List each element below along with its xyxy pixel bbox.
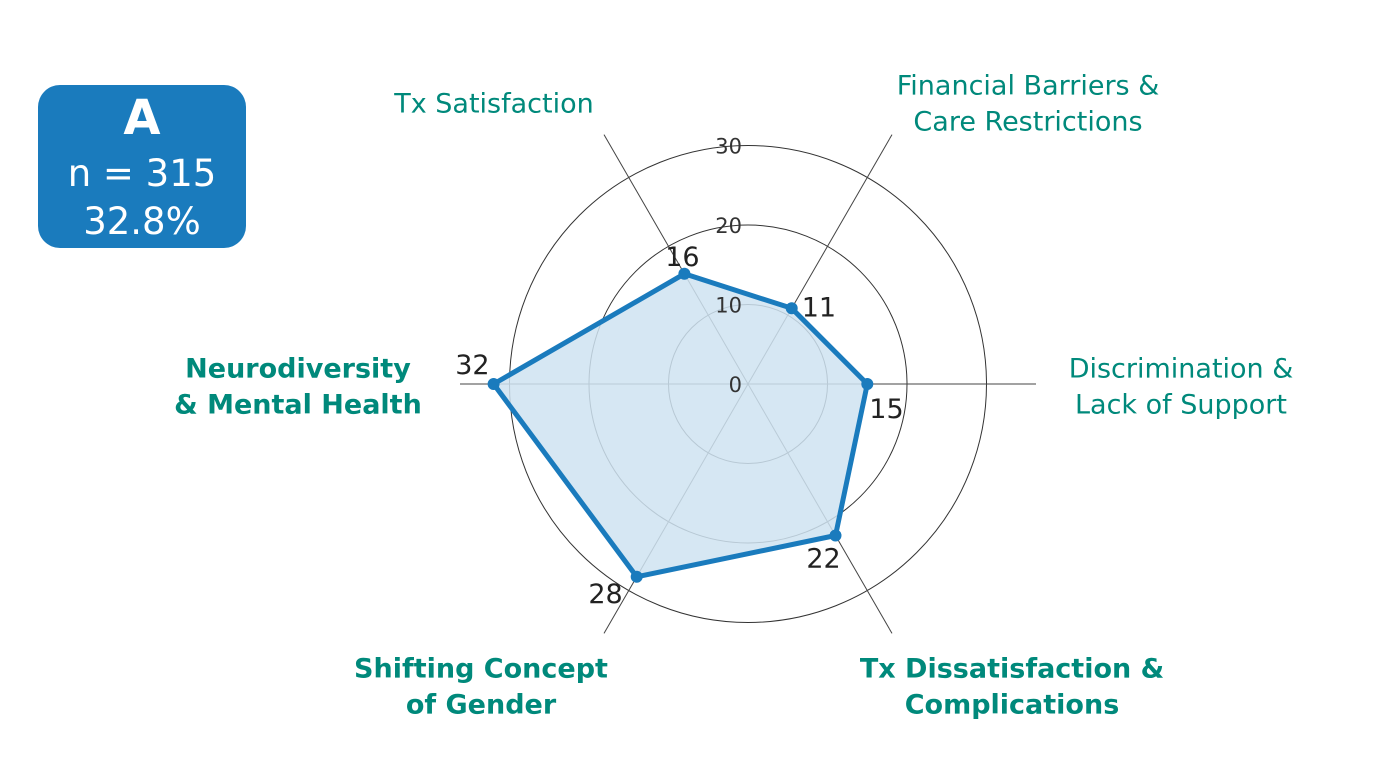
axis-label-4-line-1: of Gender	[406, 690, 557, 721]
axis-label-2-line-0: Discrimination &	[1069, 354, 1294, 385]
value-label-5: 32	[455, 350, 489, 381]
axis-label-1-line-0: Financial Barriers &	[897, 71, 1160, 102]
axis-label-4-line-0: Shifting Concept	[354, 654, 608, 685]
data-point-4	[630, 570, 643, 583]
axis-label-5-line-0: Neurodiversity	[185, 354, 411, 385]
data-point-1	[785, 302, 798, 315]
cluster-count: n = 315	[67, 152, 217, 195]
axis-label-2-line-1: Lack of Support	[1075, 390, 1287, 421]
value-label-1: 11	[802, 292, 836, 323]
ring-tick-20: 20	[715, 214, 742, 238]
data-point-2	[861, 378, 874, 390]
ring-tick-10: 10	[715, 294, 742, 318]
cluster-percent: 32.8%	[83, 200, 201, 243]
ring-tick-0: 0	[729, 373, 742, 397]
value-label-2: 15	[869, 394, 903, 425]
cluster-letter: A	[123, 90, 161, 146]
data-point-3	[829, 529, 842, 542]
axis-label-5-line-1: & Mental Health	[174, 390, 422, 421]
data-point-0	[678, 267, 691, 280]
value-label-4: 28	[588, 579, 622, 610]
cluster-badge: A n = 315 32.8%	[38, 85, 246, 248]
axis-label-1-line-1: Care Restrictions	[913, 107, 1142, 138]
axis-label-0-line-0: Tx Satisfaction	[393, 89, 594, 120]
data-point-5	[487, 378, 500, 390]
value-label-0: 16	[665, 242, 699, 273]
axis-label-3-line-0: Tx Dissatisfaction &	[860, 654, 1164, 685]
axis-label-3-line-1: Complications	[905, 690, 1120, 721]
value-label-3: 22	[806, 544, 840, 575]
ring-tick-30: 30	[715, 135, 742, 159]
